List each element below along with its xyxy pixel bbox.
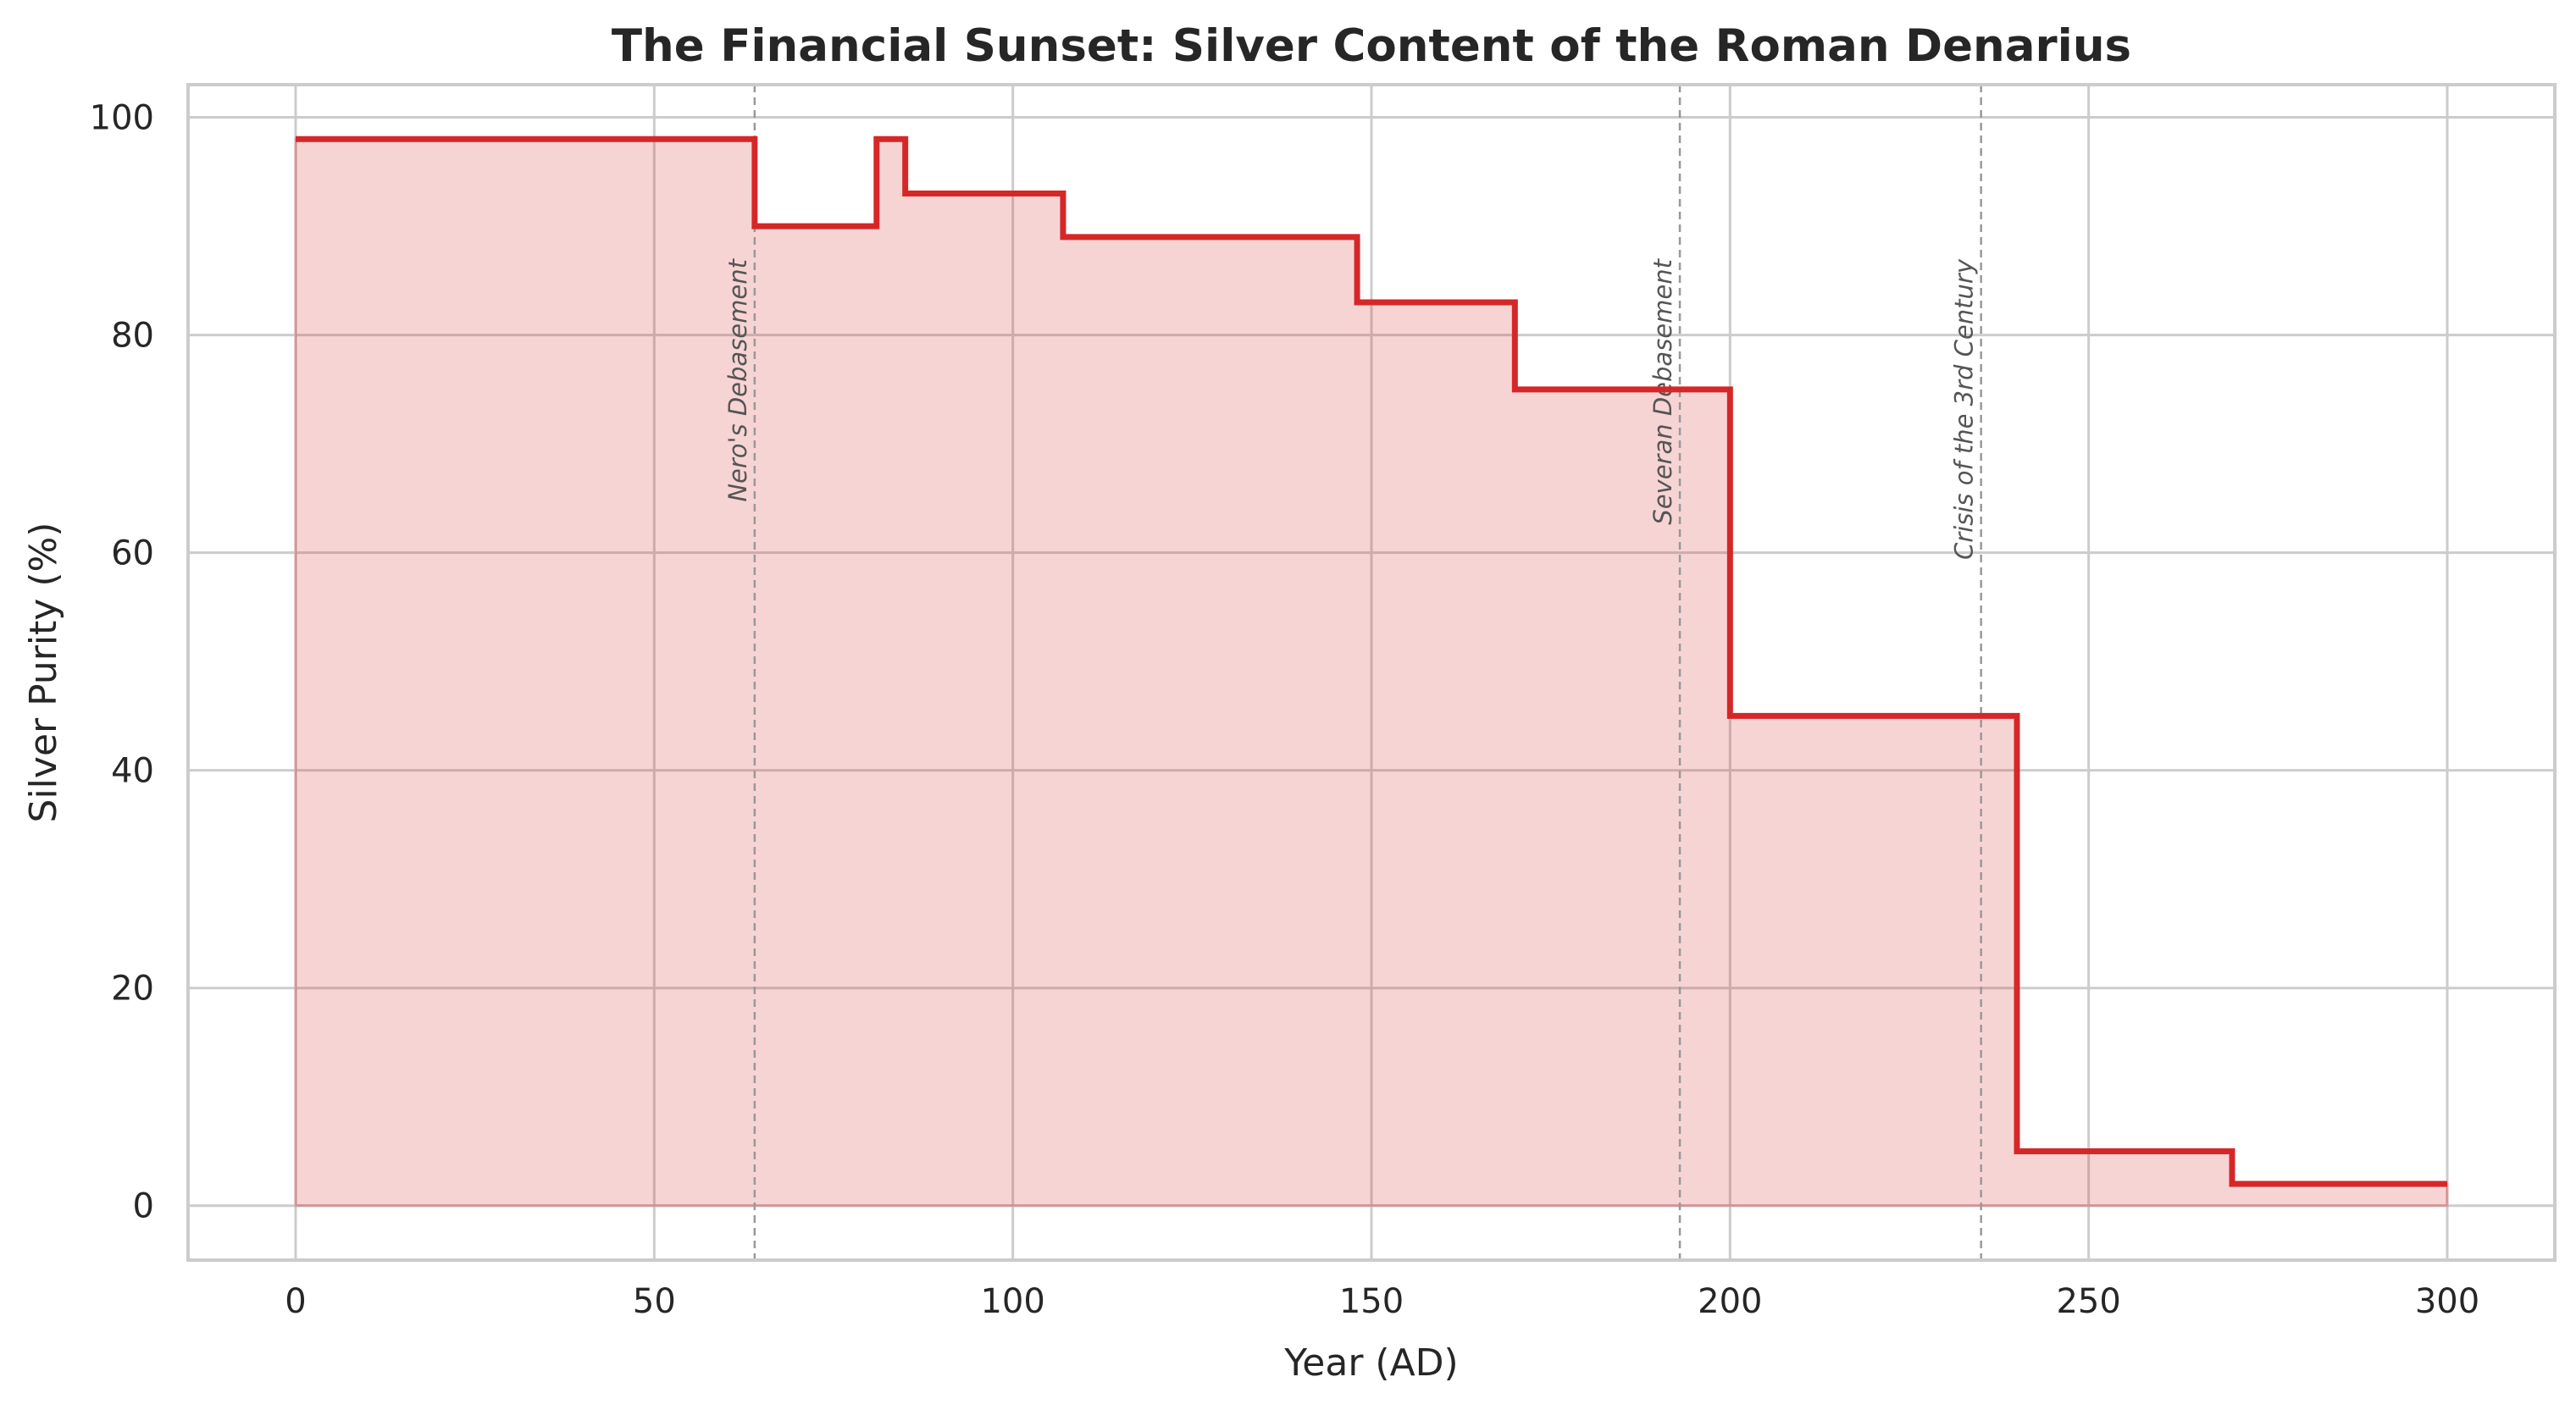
plot-frame [186,83,2557,1262]
series-lines [296,135,2447,1187]
chart-title: The Financial Sunset: Silver Content of … [612,20,2131,72]
y-tick-label: 80 [111,317,154,356]
x-tick-label: 50 [633,1282,676,1321]
y-tick-label: 40 [111,752,154,791]
y-tick-label: 0 [133,1187,154,1226]
y-tick-label: 20 [111,970,154,1009]
purity-step-line [296,135,2447,1187]
x-tick-label: 0 [285,1282,306,1321]
annotation-label: Nero's Debasement [723,257,752,501]
x-tick-label: 200 [1698,1282,1762,1321]
tick-labels: 0 50 100 150 200 250 300 0 20 40 60 80 100 [90,99,2480,1321]
y-tick-label: 60 [111,534,154,573]
annotation-label: Crisis of the 3rd Century [1950,258,1979,560]
annotations: Nero's Debasement Severan Debasement Crisi… [723,85,1982,1260]
x-tick-label: 150 [1339,1282,1404,1321]
x-axis-title: Year (AD) [1283,1341,1458,1385]
x-tick-label: 100 [980,1282,1044,1321]
grid [188,85,2555,1260]
y-tick-label: 100 [90,99,154,138]
y-axis-title: Silver Purity (%) [22,523,65,823]
x-tick-label: 250 [2056,1282,2120,1321]
x-tick-label: 300 [2415,1282,2479,1321]
